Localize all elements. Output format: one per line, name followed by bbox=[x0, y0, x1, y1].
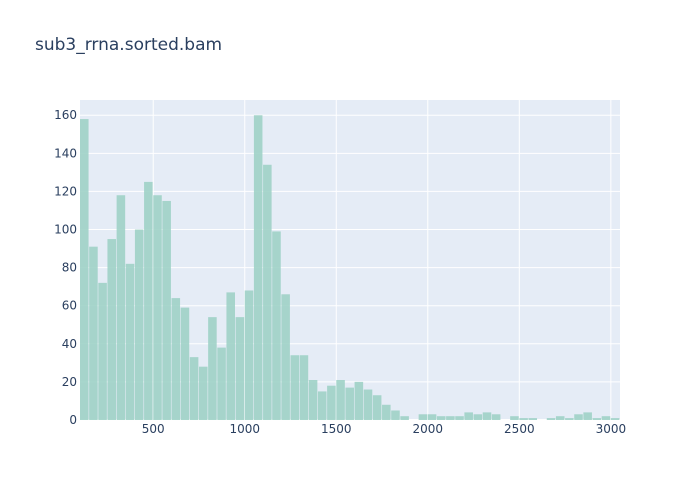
x-tick-label: 1500 bbox=[321, 422, 352, 436]
histogram-bars bbox=[80, 115, 620, 421]
histogram-bar bbox=[601, 416, 611, 420]
histogram-bar bbox=[308, 380, 318, 420]
histogram-bar bbox=[336, 380, 345, 420]
y-tick-label: 80 bbox=[62, 261, 77, 275]
histogram-bar bbox=[519, 418, 528, 420]
y-tick-label: 160 bbox=[54, 108, 77, 122]
histogram-bar bbox=[510, 416, 519, 420]
histogram-bar bbox=[418, 414, 428, 420]
histogram-bar bbox=[583, 412, 592, 420]
histogram-bar bbox=[134, 229, 144, 420]
histogram-bar bbox=[327, 385, 336, 420]
histogram-bar bbox=[153, 195, 162, 420]
histogram-bar bbox=[372, 395, 382, 420]
histogram-bar bbox=[565, 418, 574, 420]
histogram-bar bbox=[427, 414, 437, 420]
x-tick-label: 500 bbox=[142, 422, 165, 436]
histogram-bar bbox=[98, 282, 107, 420]
histogram-bar bbox=[290, 355, 300, 420]
y-tick-label: 120 bbox=[54, 184, 77, 198]
x-tick-label: 2000 bbox=[413, 422, 444, 436]
histogram-bar bbox=[244, 290, 254, 420]
y-tick-label: 0 bbox=[69, 413, 77, 427]
histogram-bar bbox=[107, 239, 117, 420]
histogram-bar bbox=[281, 294, 290, 420]
histogram-bar bbox=[464, 412, 473, 420]
y-tick-label: 60 bbox=[62, 299, 77, 313]
histogram-bar bbox=[253, 115, 263, 420]
histogram-bar bbox=[180, 307, 190, 420]
y-tick-label: 40 bbox=[62, 337, 77, 351]
histogram-bar bbox=[610, 418, 620, 420]
histogram-bar bbox=[482, 412, 492, 420]
histogram-bar bbox=[400, 416, 409, 420]
x-tick-label: 3000 bbox=[596, 422, 627, 436]
histogram-bar bbox=[189, 357, 199, 420]
histogram-bar bbox=[299, 355, 309, 420]
histogram-bar bbox=[217, 347, 226, 420]
histogram-bar bbox=[491, 414, 501, 420]
histogram-bar bbox=[455, 416, 464, 420]
histogram-bar bbox=[592, 418, 602, 420]
histogram-bar bbox=[345, 387, 354, 420]
histogram-bar bbox=[354, 381, 364, 420]
histogram-bar bbox=[162, 200, 171, 420]
histogram-bar bbox=[89, 246, 98, 420]
histogram-bar bbox=[546, 418, 556, 420]
histogram-bar bbox=[272, 231, 281, 420]
histogram-bar bbox=[144, 181, 153, 420]
y-tick-label: 20 bbox=[62, 375, 77, 389]
histogram-bar bbox=[80, 119, 89, 421]
y-tick-label: 140 bbox=[54, 146, 77, 160]
histogram-bar bbox=[125, 263, 135, 420]
histogram-bar bbox=[317, 391, 327, 420]
histogram-bar bbox=[382, 404, 391, 420]
x-axis-ticks: 500 1000 1500 2000 2500 3000 bbox=[142, 422, 626, 436]
histogram-bar bbox=[116, 195, 126, 420]
x-tick-label: 2500 bbox=[504, 422, 535, 436]
histogram-bar bbox=[363, 389, 373, 420]
y-tick-label: 100 bbox=[54, 223, 77, 237]
histogram-bar bbox=[528, 418, 538, 420]
histogram-bar bbox=[198, 366, 208, 420]
chart-title: sub3_rrna.sorted.bam bbox=[35, 35, 222, 55]
histogram-bar bbox=[446, 416, 455, 420]
histogram-bar bbox=[574, 414, 583, 420]
histogram-bar bbox=[555, 416, 565, 420]
histogram-bar bbox=[391, 410, 400, 420]
histogram-bar bbox=[235, 317, 245, 420]
y-axis-ticks: 0 20 40 60 80 100 120 140 160 bbox=[54, 108, 77, 427]
histogram-bar bbox=[171, 298, 181, 420]
histogram-bar bbox=[473, 414, 483, 420]
histogram-bar bbox=[263, 164, 272, 420]
histogram-bar bbox=[436, 416, 446, 420]
histogram-bar bbox=[208, 317, 217, 420]
x-tick-label: 1000 bbox=[229, 422, 260, 436]
histogram-bar bbox=[226, 292, 235, 420]
